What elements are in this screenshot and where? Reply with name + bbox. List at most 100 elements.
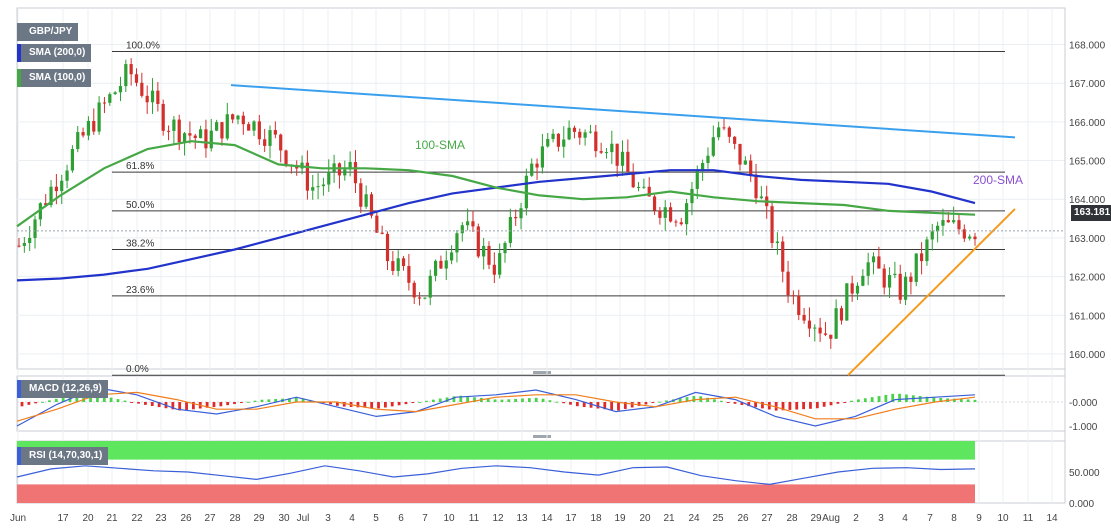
- y-axis-tick-label: 163.000: [1069, 234, 1106, 245]
- candle-up: [663, 207, 667, 218]
- macd-histogram-bar: [27, 402, 31, 405]
- macd-histogram-bar: [589, 402, 593, 408]
- x-axis-tick-label: 28: [229, 513, 241, 524]
- candle-up: [743, 160, 747, 165]
- candle-down: [781, 241, 785, 272]
- candle-down: [273, 130, 277, 135]
- macd-histogram-bar: [795, 402, 799, 410]
- x-axis-tick-label: 13: [516, 513, 528, 524]
- candle-down: [17, 245, 21, 247]
- macd-histogram-bar: [973, 399, 977, 402]
- candle-up: [236, 115, 240, 120]
- legend-sma100-color: [17, 69, 21, 87]
- candle-up: [209, 130, 213, 149]
- legend-macd: MACD (12,26,9): [17, 380, 108, 398]
- candle-down: [417, 297, 422, 299]
- legend-symbol: GBP/JPY: [17, 23, 79, 41]
- candle-up: [952, 220, 956, 223]
- x-axis-tick-label: 12: [492, 513, 504, 524]
- fibonacci-level-label: 23.6%: [126, 285, 154, 296]
- fibonacci-level-label: 100.0%: [126, 40, 160, 51]
- macd-histogram-bar: [459, 395, 463, 402]
- candle-down: [829, 334, 833, 339]
- x-axis-tick-label: Aug: [822, 513, 840, 524]
- macd-histogram-bar: [404, 402, 408, 405]
- candle-down: [807, 320, 812, 329]
- candle-down: [380, 232, 384, 234]
- candle-up: [866, 262, 870, 276]
- candle-up: [759, 196, 763, 199]
- candle-down: [220, 122, 224, 139]
- candle-up: [70, 148, 75, 171]
- macd-histogram-bar: [301, 398, 305, 402]
- macd-histogram-bar: [603, 402, 607, 410]
- macd-histogram-bar: [850, 400, 853, 402]
- candle-up: [636, 186, 641, 188]
- candle-down: [818, 327, 822, 334]
- candle-up: [364, 194, 368, 207]
- macd-histogram-bar: [137, 402, 140, 404]
- candle-up: [775, 241, 779, 243]
- x-axis-tick-label: 3: [878, 513, 884, 524]
- candle-down: [535, 163, 539, 168]
- macd-histogram-bar: [20, 402, 24, 407]
- macd-histogram-bar: [898, 393, 901, 402]
- candle-up: [198, 129, 203, 139]
- candle-up: [268, 130, 272, 146]
- macd-histogram-bar: [637, 402, 641, 406]
- candle-down: [599, 151, 603, 153]
- candle-up: [642, 186, 646, 188]
- candle-down: [140, 82, 144, 96]
- candle-up: [855, 285, 860, 294]
- macd-histogram-bar: [219, 402, 223, 407]
- x-axis-tick-label: 23: [155, 513, 167, 524]
- macd-histogram-bar: [239, 402, 243, 403]
- macd-histogram-bar: [774, 402, 778, 411]
- macd-histogram-bar: [246, 401, 250, 403]
- macd-axis-tick-label: -0.000: [1069, 398, 1098, 409]
- annotation-100-sma: 100-SMA: [415, 138, 465, 152]
- legend-macd-label: MACD (12,26,9): [29, 383, 102, 394]
- candle-up: [562, 139, 566, 147]
- macd-histogram-bar: [733, 402, 737, 404]
- x-axis-tick-label: Jul: [297, 513, 310, 524]
- x-axis-tick-label: 7: [927, 513, 933, 524]
- candle-down: [391, 261, 395, 271]
- macd-histogram-bar: [205, 402, 209, 408]
- macd-histogram-bar: [809, 402, 812, 409]
- macd-histogram-bar: [226, 402, 230, 406]
- candle-up: [914, 253, 918, 282]
- candle-down: [188, 133, 192, 136]
- macd-histogram-bar: [466, 396, 470, 402]
- candle-down: [919, 253, 924, 262]
- rsi-oversold-band: [17, 484, 975, 503]
- candle-up: [498, 253, 502, 275]
- macd-histogram-bar: [555, 401, 559, 403]
- macd-histogram-bar: [130, 402, 134, 403]
- x-axis-tick-label: 27: [761, 513, 773, 524]
- macd-histogram-bar: [390, 402, 394, 407]
- candle-down: [375, 215, 379, 233]
- x-axis-tick-label: 20: [82, 513, 94, 524]
- candle-up: [925, 239, 929, 262]
- candle-up: [423, 297, 427, 299]
- candle-down: [631, 171, 635, 188]
- candle-up: [813, 327, 817, 329]
- x-axis-tick-label: 14: [1046, 513, 1058, 524]
- candle-up: [551, 133, 555, 139]
- candle-up: [321, 184, 326, 187]
- candle-down: [850, 283, 854, 294]
- macd-histogram-bar: [582, 402, 586, 408]
- sma100-line: [16, 140, 976, 228]
- candle-up: [118, 86, 123, 93]
- y-axis-tick-label: 166.000: [1069, 118, 1106, 129]
- candle-up: [690, 188, 694, 204]
- legend-sma100: SMA (100,0): [17, 69, 92, 87]
- macd-histogram-bar: [144, 402, 147, 405]
- macd-histogram-bar: [61, 397, 65, 402]
- macd-axis-tick-label: -1.000: [1069, 422, 1098, 433]
- macd-histogram-bar: [815, 402, 819, 409]
- candle-down: [471, 221, 475, 227]
- macd-signal-line: [16, 391, 976, 422]
